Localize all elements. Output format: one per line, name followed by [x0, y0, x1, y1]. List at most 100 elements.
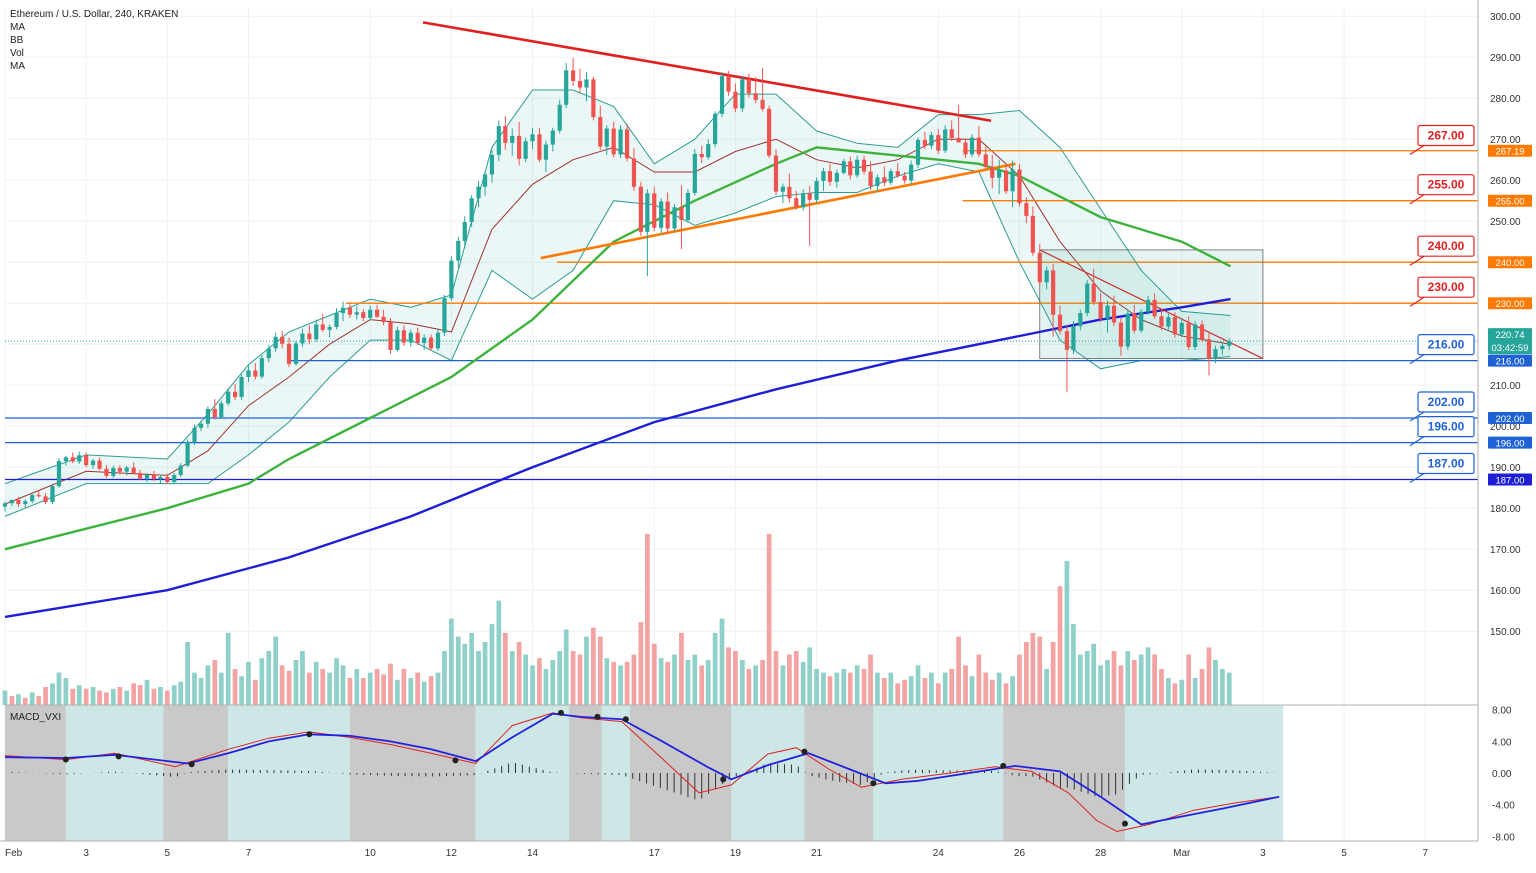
- macd-cross-marker: [188, 761, 195, 768]
- volume-bar: [300, 651, 305, 705]
- indicator-ma-2[interactable]: MA: [10, 61, 25, 72]
- candle-body: [523, 141, 528, 159]
- volume-bar: [739, 660, 745, 705]
- candle-body: [63, 457, 68, 462]
- candle: [361, 308, 366, 322]
- candle-body: [1071, 326, 1076, 350]
- candle-body: [726, 76, 731, 92]
- indicator-ma[interactable]: MA: [10, 22, 25, 33]
- volume-bar: [699, 665, 705, 705]
- volume-bar: [205, 665, 211, 705]
- volume-bar: [428, 676, 434, 705]
- volume-bar: [1044, 669, 1050, 705]
- macd-region-gray: [804, 705, 874, 841]
- candle: [1111, 295, 1117, 327]
- volume-bar: [1098, 665, 1103, 705]
- volume-bar: [847, 672, 853, 705]
- volume-bar: [746, 669, 752, 705]
- volume-bar: [1084, 651, 1090, 705]
- candle-body: [239, 377, 244, 398]
- candle: [530, 127, 535, 150]
- candle-body: [1105, 305, 1110, 319]
- volume-bar: [841, 669, 847, 705]
- indicator-vol[interactable]: Vol: [10, 48, 24, 59]
- callout-label: 202.00: [1428, 395, 1465, 409]
- candle-body: [293, 343, 299, 364]
- candle-body: [814, 181, 819, 200]
- candle: [401, 325, 406, 346]
- candle-body: [1064, 331, 1070, 350]
- candle: [1172, 312, 1177, 338]
- time-tick-label: 14: [527, 848, 539, 859]
- candle-body: [327, 326, 332, 330]
- candle: [997, 159, 1002, 195]
- candle-body: [543, 144, 549, 160]
- candle-body: [158, 477, 163, 480]
- candle-body: [882, 177, 887, 183]
- candle-body: [679, 207, 684, 220]
- callout-pointer: [1409, 144, 1425, 156]
- candle: [476, 181, 481, 208]
- candle: [435, 329, 441, 351]
- symbol-title[interactable]: Ethereum / U.S. Dollar, 240, KRAKEN: [10, 9, 179, 20]
- volume-bar: [1138, 654, 1144, 705]
- callout-pointer: [1409, 411, 1425, 422]
- price-tick-label: 210.00: [1490, 381, 1521, 392]
- callout-202.00: 202.00: [1409, 391, 1475, 422]
- candle: [334, 308, 339, 330]
- volume-bar: [1145, 647, 1151, 705]
- volume-bar: [773, 651, 779, 705]
- candle: [77, 451, 82, 464]
- volume-bar: [327, 672, 332, 705]
- trendlines[interactable]: [422, 21, 1264, 360]
- candle-body: [1098, 301, 1103, 319]
- volume-bar: [496, 600, 502, 705]
- volume-bar: [949, 669, 955, 705]
- candle-body: [307, 333, 312, 340]
- candle: [172, 472, 177, 485]
- volume-bar: [834, 672, 840, 705]
- volume-bar: [415, 672, 421, 705]
- candle-body: [482, 174, 488, 187]
- price-tick-label: 290.00: [1490, 53, 1521, 64]
- candle: [489, 149, 495, 183]
- volume-bar: [286, 670, 292, 705]
- candle-body: [408, 332, 413, 343]
- moving-average-ma50: [4, 146, 1232, 551]
- candle-body: [117, 468, 122, 472]
- candle: [70, 452, 75, 464]
- candle: [1003, 164, 1009, 195]
- volume-bar: [597, 636, 603, 705]
- volume-bar: [996, 672, 1002, 705]
- candle-body: [428, 337, 434, 349]
- callout-box: [1417, 235, 1475, 257]
- volume-bar: [185, 642, 190, 705]
- candle: [645, 189, 650, 277]
- candle-body: [266, 348, 271, 359]
- price-axis[interactable]: 150.00 160.00 170.00 180.00 190.00 200.00 210.…: [1477, 0, 1536, 868]
- candle: [706, 139, 711, 160]
- volume-bar: [530, 665, 535, 705]
- candle: [517, 121, 522, 166]
- callout-box: [1417, 416, 1475, 438]
- candle-body: [56, 461, 62, 487]
- candle-body: [969, 137, 975, 155]
- macd-indicator-label[interactable]: MACD_VXI: [10, 712, 62, 723]
- candle: [16, 496, 21, 507]
- candle: [713, 111, 718, 148]
- volume-bar: [192, 672, 197, 705]
- candle-body: [685, 192, 691, 220]
- time-axis[interactable]: Feb 3 5 7 10 12 14 17 19 21 24 26 28 Mar 3 5 7: [0, 840, 1478, 859]
- time-tick-label: 28: [1095, 848, 1107, 859]
- level-callouts[interactable]: 267.00 255.00 240.00 230.00 216.00 202.00 196.…: [1409, 124, 1475, 484]
- macd-cross-marker: [801, 748, 808, 755]
- candle-body: [1003, 170, 1009, 192]
- indicator-bb[interactable]: BB: [10, 35, 24, 46]
- volume-bar: [780, 665, 786, 705]
- volume-bar: [124, 690, 130, 705]
- volume-bar: [1057, 586, 1063, 705]
- candle: [726, 71, 731, 96]
- volume-bar: [482, 642, 488, 705]
